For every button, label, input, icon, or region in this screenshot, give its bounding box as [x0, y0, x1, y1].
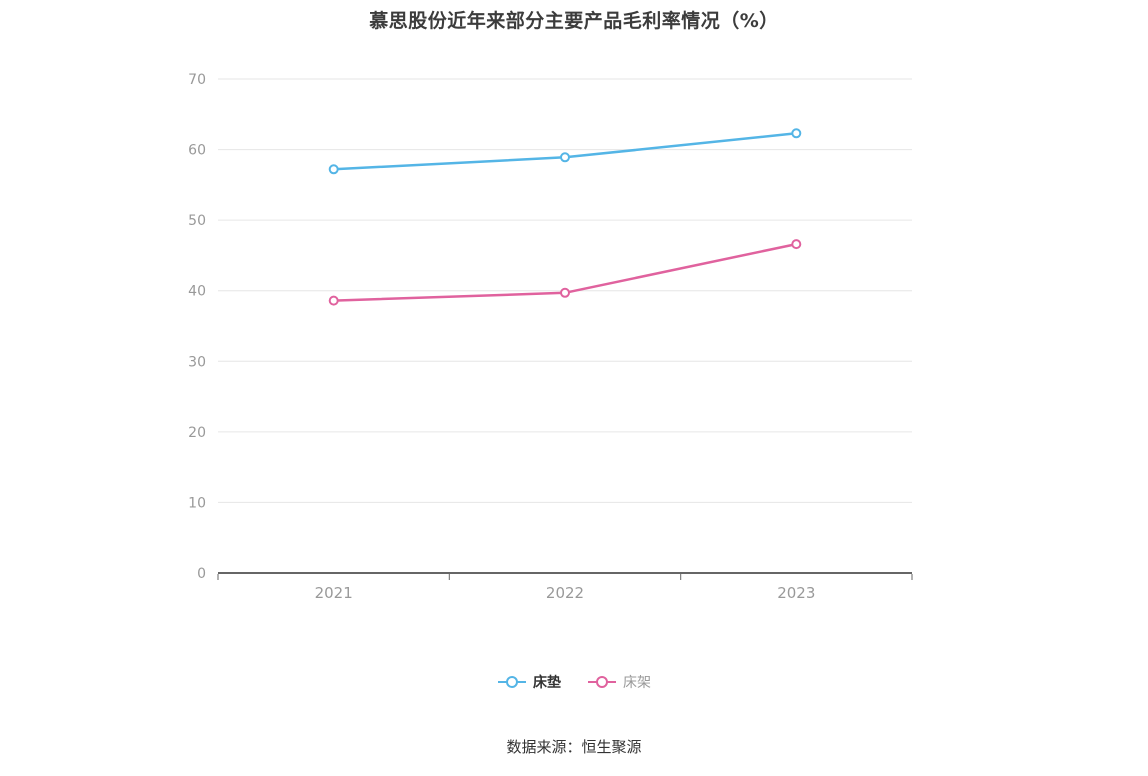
- data-point-mattress-2021: [328, 164, 339, 175]
- x-axis-label: 2023: [777, 584, 815, 602]
- data-point-bedframe-2022: [560, 287, 570, 298]
- legend-marker-mattress: [498, 676, 526, 688]
- legend-label-bedframe: 床架: [623, 675, 651, 691]
- data-point-mattress-2022: [560, 152, 570, 163]
- y-axis-label: 40: [188, 284, 206, 300]
- legend-marker-bedframe: [588, 676, 616, 688]
- y-axis-label: 30: [188, 354, 206, 370]
- chart-legend: 床垫 床架: [0, 672, 1148, 692]
- data-point-bedframe-2021: [328, 295, 339, 306]
- y-axis-label: 70: [188, 72, 206, 88]
- legend-item-bedframe[interactable]: 床架: [587, 672, 651, 692]
- legend-label-mattress: 床垫: [533, 675, 561, 691]
- line-chart-plot: 0 10 20 30 40 50 60 70 2021 2022 2023: [188, 72, 913, 602]
- data-point-bedframe-2023: [791, 239, 802, 250]
- x-axis-label: 2022: [546, 584, 584, 602]
- y-axis-label: 20: [188, 425, 206, 441]
- y-axis-label: 50: [188, 213, 206, 229]
- x-axis-label: 2021: [315, 584, 353, 602]
- y-axis-label: 10: [188, 495, 206, 511]
- y-axis-label: 60: [188, 143, 206, 159]
- data-source-note: 数据来源：恒生聚源: [506, 738, 642, 756]
- data-point-mattress-2023: [791, 128, 802, 139]
- series-line-mattress: [333, 132, 797, 171]
- y-axis-label: 0: [197, 566, 206, 582]
- legend-item-mattress[interactable]: 床垫: [497, 672, 561, 692]
- chart-title: 慕思股份近年来部分主要产品毛利率情况（%）: [369, 10, 779, 32]
